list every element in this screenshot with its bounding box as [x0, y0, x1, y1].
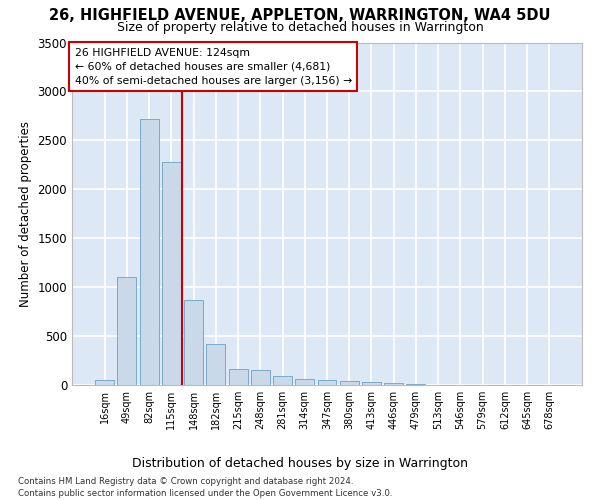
Bar [340, 381, 359, 385]
Text: 26, HIGHFIELD AVENUE, APPLETON, WARRINGTON, WA4 5DU: 26, HIGHFIELD AVENUE, APPLETON, WARRINGT… [49, 8, 551, 22]
Bar [295, 379, 314, 385]
Bar [273, 376, 292, 385]
Bar [406, 384, 425, 385]
Bar [251, 370, 270, 385]
Text: Contains HM Land Registry data © Crown copyright and database right 2024.: Contains HM Land Registry data © Crown c… [18, 478, 353, 486]
Text: Size of property relative to detached houses in Warrington: Size of property relative to detached ho… [116, 21, 484, 34]
Text: Distribution of detached houses by size in Warrington: Distribution of detached houses by size … [132, 458, 468, 470]
Bar [140, 119, 158, 385]
Bar [362, 382, 381, 385]
Bar [229, 369, 248, 385]
Bar [384, 382, 403, 385]
Text: Contains public sector information licensed under the Open Government Licence v3: Contains public sector information licen… [18, 489, 392, 498]
Bar [184, 300, 203, 385]
Bar [206, 344, 225, 385]
Text: 26 HIGHFIELD AVENUE: 124sqm
← 60% of detached houses are smaller (4,681)
40% of : 26 HIGHFIELD AVENUE: 124sqm ← 60% of det… [74, 48, 352, 86]
Y-axis label: Number of detached properties: Number of detached properties [19, 120, 32, 306]
Bar [118, 278, 136, 385]
Bar [317, 380, 337, 385]
Bar [162, 162, 181, 385]
Bar [95, 380, 114, 385]
